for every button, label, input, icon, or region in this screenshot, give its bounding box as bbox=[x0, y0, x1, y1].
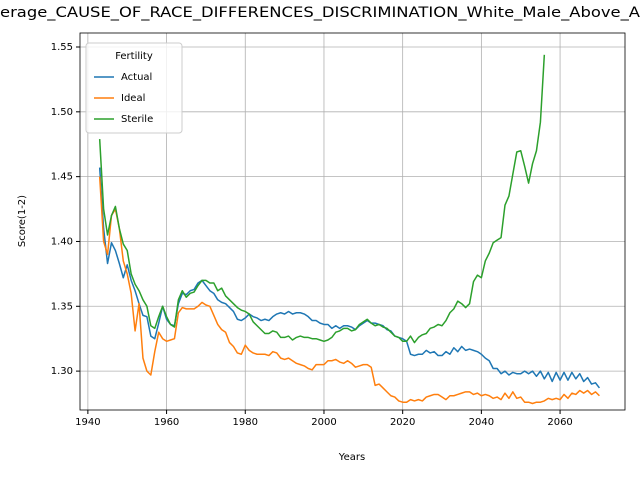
y-tick-label: 1.35 bbox=[51, 301, 73, 312]
legend-title: Fertility bbox=[115, 51, 153, 62]
y-tick-label: 1.50 bbox=[51, 107, 73, 118]
legend-label: Actual bbox=[121, 72, 152, 83]
y-tick-label: 1.30 bbox=[51, 366, 73, 377]
x-axis-label: Years bbox=[338, 452, 365, 463]
legend-label: Ideal bbox=[121, 93, 145, 104]
plot-frame bbox=[79, 32, 626, 411]
line-series bbox=[98, 176, 600, 405]
chart-title: erage_CAUSE_OF_RACE_DIFFERENCES_DISCRIMI… bbox=[0, 5, 640, 21]
y-tick-label: 1.55 bbox=[51, 42, 73, 53]
legend-label: Sterile bbox=[121, 114, 153, 125]
x-tick-label: 2040 bbox=[469, 417, 494, 428]
x-tick-label: 2000 bbox=[311, 417, 336, 428]
x-tick-label: 1980 bbox=[233, 417, 258, 428]
x-tick-label: 2060 bbox=[547, 417, 572, 428]
x-tick-label: 2020 bbox=[390, 417, 415, 428]
line-series bbox=[98, 54, 546, 344]
x-tick-label: 1960 bbox=[154, 417, 179, 428]
y-tick-label: 1.40 bbox=[51, 236, 73, 247]
x-tick-label: 1940 bbox=[75, 417, 100, 428]
y-axis-label: Score(1-2) bbox=[17, 195, 28, 247]
line-series bbox=[98, 167, 601, 389]
legend-box bbox=[85, 42, 183, 134]
y-tick-label: 1.45 bbox=[51, 172, 73, 183]
